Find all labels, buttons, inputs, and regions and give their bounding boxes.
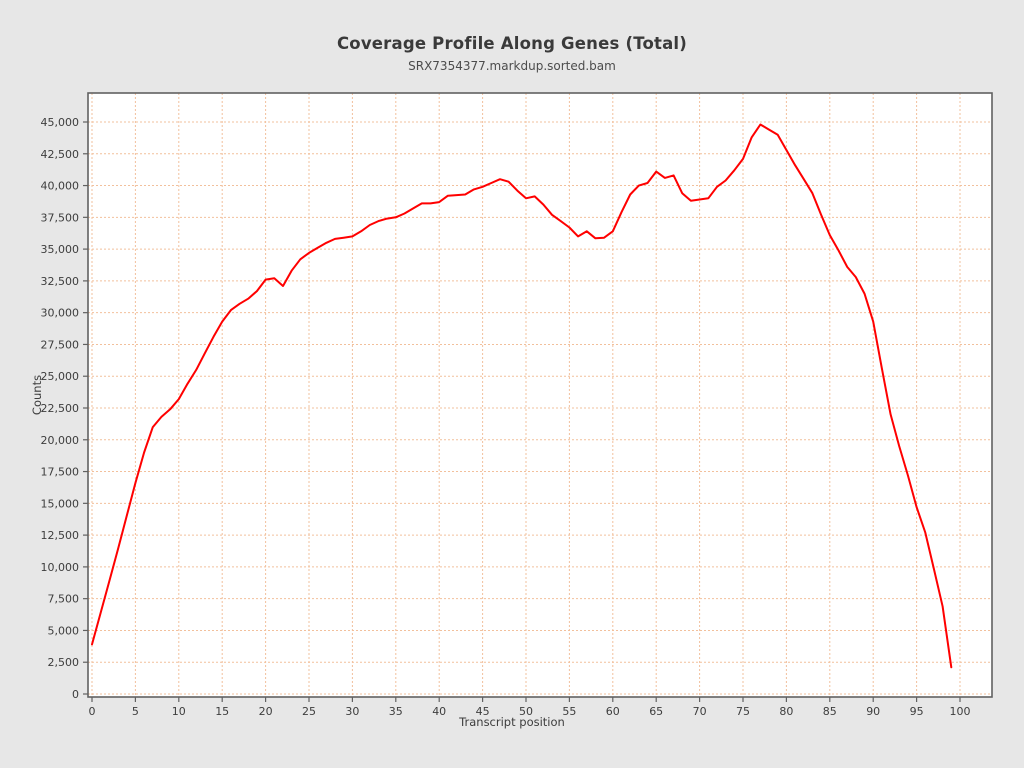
y-tick-label: 22,500 xyxy=(41,402,80,415)
x-tick-label: 100 xyxy=(950,705,971,718)
y-tick-label: 10,000 xyxy=(41,561,80,574)
x-tick-label: 55 xyxy=(562,705,576,718)
chart-title: Coverage Profile Along Genes (Total) xyxy=(336,34,688,53)
y-tick-label: 25,000 xyxy=(41,370,80,383)
x-tick-label: 95 xyxy=(910,705,924,718)
y-tick-label: 30,000 xyxy=(41,307,80,320)
plot-area xyxy=(88,93,992,697)
x-tick-label: 35 xyxy=(389,705,403,718)
x-tick-label: 75 xyxy=(736,705,750,718)
series-line xyxy=(91,123,953,669)
y-tick-label: 2,500 xyxy=(48,656,80,669)
x-tick-label: 0 xyxy=(89,705,96,718)
x-axis-label: Transcript position xyxy=(459,715,565,729)
x-tick-label: 45 xyxy=(476,705,490,718)
y-tick-label: 7,500 xyxy=(48,593,80,606)
x-tick-label: 60 xyxy=(606,705,620,718)
x-tick-label: 20 xyxy=(259,705,273,718)
x-tick-label: 10 xyxy=(172,705,186,718)
y-tick-label: 35,000 xyxy=(41,243,80,256)
y-tick-label: 37,500 xyxy=(41,211,80,224)
y-tick-label: 45,000 xyxy=(41,116,80,129)
x-tick-label: 5 xyxy=(132,705,139,718)
y-tick-label: 17,500 xyxy=(41,466,80,479)
x-tick-label: 40 xyxy=(432,705,446,718)
y-tick-label: 40,000 xyxy=(41,180,80,193)
y-tick-label: 15,000 xyxy=(41,497,80,510)
x-tick-label: 15 xyxy=(215,705,229,718)
x-tick-label: 30 xyxy=(345,705,359,718)
y-tick-label: 0 xyxy=(72,688,79,701)
x-tick-label: 65 xyxy=(649,705,663,718)
x-tick-label: 50 xyxy=(519,705,533,718)
x-tick-label: 90 xyxy=(866,705,880,718)
plot-border xyxy=(87,92,993,698)
x-tick-label: 85 xyxy=(823,705,837,718)
y-tick-label: 12,500 xyxy=(41,529,80,542)
x-tick-label: 80 xyxy=(779,705,793,718)
y-tick-label: 5,000 xyxy=(48,624,80,637)
y-tick-label: 20,000 xyxy=(41,434,80,447)
x-tick-label: 70 xyxy=(693,705,707,718)
y-tick-label: 42,500 xyxy=(41,148,80,161)
y-tick-label: 32,500 xyxy=(41,275,80,288)
y-tick-label: 27,500 xyxy=(41,338,80,351)
x-tick-label: 25 xyxy=(302,705,316,718)
chart-subtitle: SRX7354377.markdup.sorted.bam xyxy=(408,59,616,73)
